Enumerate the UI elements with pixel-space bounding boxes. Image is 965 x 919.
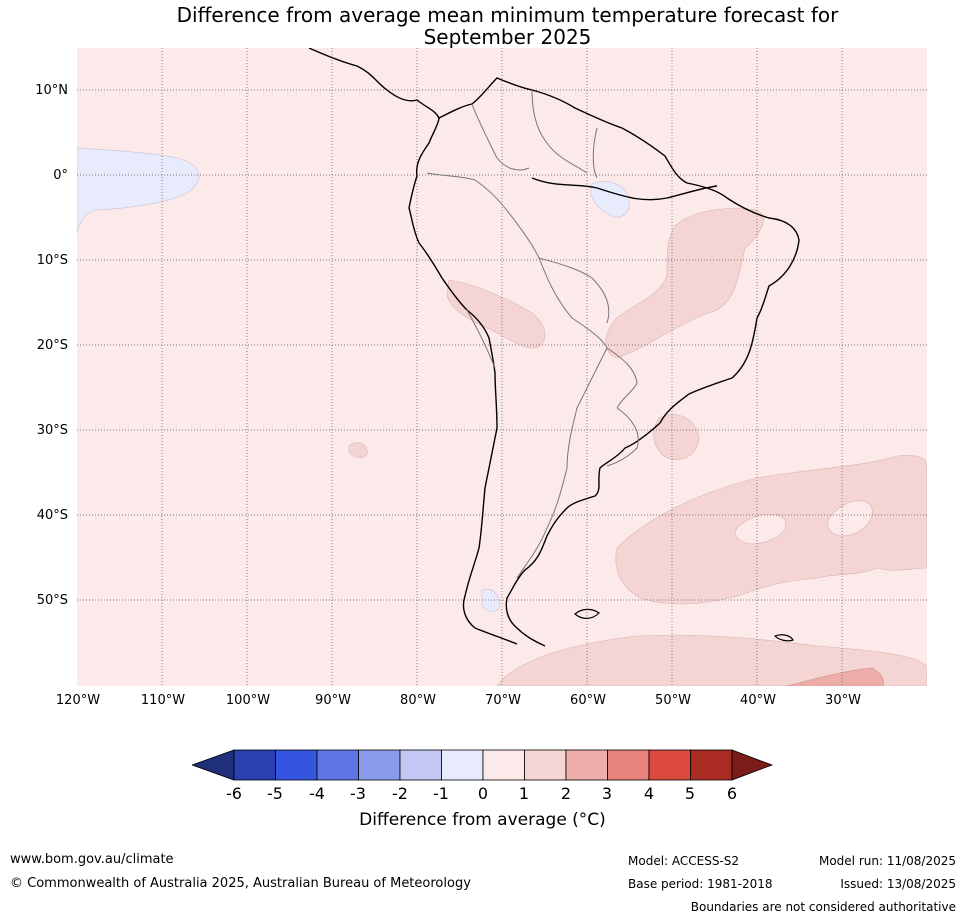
warm-anomaly-uruguay bbox=[653, 414, 700, 460]
lon-label-100w: 100°W bbox=[225, 693, 271, 708]
colorbar-segment bbox=[275, 749, 318, 781]
colorbar bbox=[192, 749, 774, 781]
footer-copyright: © Commonwealth of Australia 2025, Austra… bbox=[10, 876, 471, 891]
neutral-hole-atlantic-1 bbox=[735, 513, 786, 545]
lat-label-30s: 30°S bbox=[36, 423, 68, 438]
map-svg bbox=[77, 48, 927, 686]
colorbar-tick-3: 3 bbox=[601, 784, 613, 803]
lon-label-120w: 120°W bbox=[55, 693, 101, 708]
neutral-hole-atlantic-2 bbox=[827, 500, 873, 537]
warm-anomaly-southern-ocean-strong bbox=[786, 667, 884, 686]
colorbar-tick-neg2: -2 bbox=[392, 784, 408, 803]
lat-label-50s: 50°S bbox=[36, 593, 68, 608]
lon-label-80w: 80°W bbox=[400, 693, 436, 708]
colorbar-tick-neg5: -5 bbox=[267, 784, 283, 803]
colorbar-tick-neg6: -6 bbox=[226, 784, 242, 803]
colorbar-tick-4: 4 bbox=[643, 784, 655, 803]
title-line-1: Difference from average mean minimum tem… bbox=[176, 3, 839, 27]
warm-anomaly-southern-ocean bbox=[496, 634, 927, 686]
warm-anomaly-pacific-small bbox=[348, 442, 368, 458]
graticule bbox=[77, 48, 927, 686]
lon-label-40w: 40°W bbox=[740, 693, 776, 708]
colorbar-segment bbox=[399, 749, 442, 781]
lat-label-10s: 10°S bbox=[36, 253, 68, 268]
coastline-south-america bbox=[308, 48, 800, 647]
map-title: Difference from average mean minimum tem… bbox=[0, 4, 965, 48]
colorbar-tick-neg4: -4 bbox=[309, 784, 325, 803]
colorbar-arrow-low bbox=[192, 749, 235, 781]
cool-anomaly-pacific bbox=[77, 147, 200, 234]
footer-disclaimer: Boundaries are not considered authoritat… bbox=[690, 900, 956, 914]
footer-website: www.bom.gov.au/climate bbox=[10, 852, 174, 867]
colorbar-segment bbox=[648, 749, 691, 781]
cool-anomaly-patagonia bbox=[481, 588, 500, 612]
amazon-river bbox=[531, 177, 718, 201]
island-south-atlantic bbox=[773, 634, 794, 642]
lon-label-60w: 60°W bbox=[570, 693, 606, 708]
colorbar-segment bbox=[358, 749, 401, 781]
colorbar-segment bbox=[524, 749, 567, 781]
colorbar-tick-5: 5 bbox=[684, 784, 696, 803]
cool-anomaly-amazon bbox=[590, 181, 630, 218]
warm-anomaly-andes bbox=[446, 279, 546, 349]
colorbar-segment bbox=[233, 749, 276, 781]
title-line-2: September 2025 bbox=[423, 25, 592, 49]
colorbar-segment bbox=[565, 749, 608, 781]
lat-label-40s: 40°S bbox=[36, 508, 68, 523]
lon-label-50w: 50°W bbox=[655, 693, 691, 708]
footer-base-period: Base period: 1981-2018 bbox=[628, 877, 773, 891]
colorbar-tick-neg3: -3 bbox=[350, 784, 366, 803]
colorbar-segment bbox=[482, 749, 525, 781]
colorbar-arrow-high bbox=[731, 749, 774, 781]
lon-label-70w: 70°W bbox=[485, 693, 521, 708]
lon-label-110w: 110°W bbox=[140, 693, 186, 708]
colorbar-label: Difference from average (°C) bbox=[359, 810, 606, 830]
colorbar-tick-1: 1 bbox=[518, 784, 530, 803]
country-borders bbox=[426, 89, 639, 579]
colorbar-segment bbox=[607, 749, 650, 781]
colorbar-segment bbox=[441, 749, 484, 781]
footer-model: Model: ACCESS-S2 bbox=[628, 854, 740, 868]
lon-label-90w: 90°W bbox=[315, 693, 351, 708]
lon-label-30w: 30°W bbox=[825, 693, 861, 708]
colorbar-tick-0: 0 bbox=[477, 784, 489, 803]
lat-label-20s: 20°S bbox=[36, 338, 68, 353]
lat-label-10n: 10°N bbox=[35, 83, 68, 98]
footer-model-run: Model run: 11/08/2025 bbox=[818, 854, 956, 868]
colorbar-tick-2: 2 bbox=[560, 784, 572, 803]
falkland-islands bbox=[574, 608, 600, 619]
forecast-map bbox=[77, 48, 927, 686]
lat-label-0: 0° bbox=[53, 168, 68, 183]
colorbar-segment bbox=[690, 749, 733, 781]
colorbar-tick-neg1: -1 bbox=[433, 784, 449, 803]
colorbar-segment bbox=[316, 749, 359, 781]
footer-issued: Issued: 13/08/2025 bbox=[840, 877, 956, 891]
colorbar-tick-6: 6 bbox=[726, 784, 738, 803]
